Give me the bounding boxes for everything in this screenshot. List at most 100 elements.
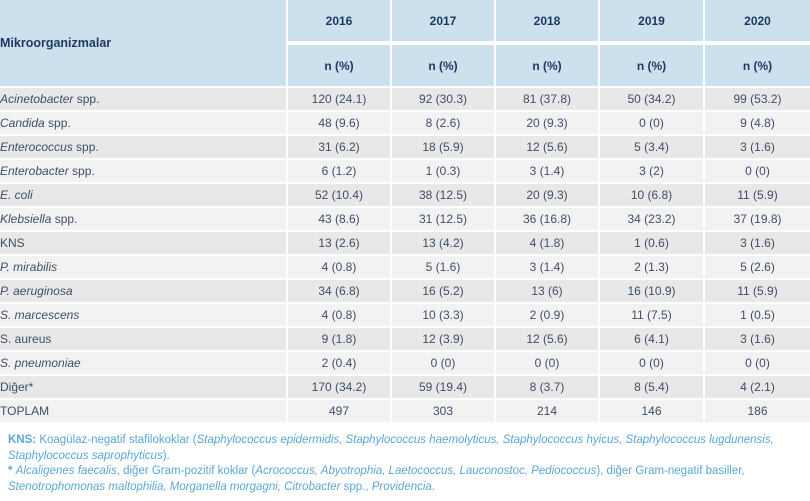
footnote-segment: ).: [162, 449, 170, 462]
cell-value: 12 (3.9): [392, 328, 496, 352]
cell-value: 8 (2.6): [392, 112, 496, 136]
table-row: S. aureus 9 (1.8) 12 (3.9) 12 (5.6) 6 (4.1) 3…: [0, 328, 810, 352]
cell-value: 0 (0): [705, 352, 810, 376]
row-label-italic-segment: S. pneumoniae: [0, 356, 81, 370]
subheader-n-pct-2020: n (%): [705, 43, 810, 88]
footnote-segment: , diğer Gram-pozitif koklar (: [116, 465, 256, 477]
table-row: TOPLAM 497 303 214 146 186: [0, 400, 810, 424]
cell-value: 9 (1.8): [288, 328, 392, 352]
row-label-italic-segment: P. aeruginosa: [0, 284, 73, 298]
cell-value: 0 (0): [496, 352, 600, 376]
table-row: Candida spp. 48 (9.6) 8 (2.6) 20 (9.3) 0 (0)…: [0, 112, 810, 136]
microorganisms-table: Mikroorganizmalar 2016 2017 2018 2019 20…: [0, 0, 810, 424]
cell-value: 34 (23.2): [600, 208, 705, 232]
cell-value: 13 (4.2): [392, 232, 496, 256]
cell-value: 50 (34.2): [600, 88, 705, 112]
cell-value: 4 (1.8): [496, 232, 600, 256]
cell-value: 34 (6.8): [288, 280, 392, 304]
cell-value: 186: [705, 400, 810, 424]
table-body: Acinetobacter spp. 120 (24.1) 92 (30.3) 81 …: [0, 88, 810, 424]
table-row: Enterobacter spp. 6 (1.2) 1 (0.3) 3 (1.4) 3 …: [0, 160, 810, 184]
cell-value: 43 (8.6): [288, 208, 392, 232]
subheader-n-pct-2018: n (%): [496, 43, 600, 88]
row-label: KNS: [0, 232, 288, 256]
row-label: Enterococcus spp.: [0, 136, 288, 160]
footnote-italic-segment: Providencia: [371, 480, 432, 493]
row-label-segment: spp.: [72, 140, 99, 154]
table-row: Klebsiella spp. 43 (8.6) 31 (12.5) 36 (16.8…: [0, 208, 810, 232]
table-row: KNS 13 (2.6) 13 (4.2) 4 (1.8) 1 (0.6) 3 (1.6): [0, 232, 810, 256]
cell-value: 11 (7.5): [600, 304, 705, 328]
header-subrow: n (%) n (%) n (%) n (%) n (%): [0, 43, 810, 88]
row-label-italic-segment: S. marcescens: [0, 308, 80, 322]
row-label-italic-segment: P. mirabilis: [0, 260, 58, 274]
cell-value: 1 (0.5): [705, 304, 810, 328]
subheader-n-pct-2017: n (%): [392, 43, 496, 88]
cell-value: 120 (24.1): [288, 88, 392, 112]
cell-value: 497: [288, 400, 392, 424]
row-label: Acinetobacter spp.: [0, 88, 288, 112]
row-label: Klebsiella spp.: [0, 208, 288, 232]
header-years-row: Mikroorganizmalar 2016 2017 2018 2019 20…: [0, 0, 810, 88]
row-label: Candida spp.: [0, 112, 288, 136]
cell-value: 0 (0): [392, 352, 496, 376]
subheader-n-pct-2016: n (%): [288, 43, 392, 88]
footnote-italic-segment: Staphylococcus epidermidis, Staphylococc…: [8, 434, 774, 462]
row-label-italic-segment: Enterobacter: [0, 164, 69, 178]
cell-value: 13 (6): [496, 280, 600, 304]
cell-value: 0 (0): [600, 112, 705, 136]
cell-value: 12 (5.6): [496, 136, 600, 160]
cell-value: 48 (9.6): [288, 112, 392, 136]
cell-value: 0 (0): [600, 352, 705, 376]
cell-value: 37 (19.8): [705, 208, 810, 232]
cell-value: 81 (37.8): [496, 88, 600, 112]
footnote-segment: ), diğer Gram-negatif basiller,: [596, 465, 745, 477]
cell-value: 92 (30.3): [392, 88, 496, 112]
column-header-2017: 2017: [392, 0, 496, 43]
cell-value: 6 (1.2): [288, 160, 392, 184]
cell-value: 5 (1.6): [392, 256, 496, 280]
footnote-bold-segment: KNS:: [8, 434, 37, 446]
footnote-line: KNS: Koagülaz-negatif stafilokoklar (Sta…: [8, 433, 798, 464]
row-label-segment: KNS: [0, 236, 25, 250]
row-label-segment: spp.: [68, 164, 95, 178]
cell-value: 99 (53.2): [705, 88, 810, 112]
footnote-segment: spp.,: [340, 480, 372, 493]
row-label-italic-segment: Klebsiella: [0, 212, 52, 226]
row-label: P. mirabilis: [0, 256, 288, 280]
column-header-2018: 2018: [496, 0, 600, 43]
column-header-2020: 2020: [705, 0, 810, 43]
cell-value: 4 (2.1): [705, 376, 810, 400]
cell-value: 9 (4.8): [705, 112, 810, 136]
footnote-bold-segment: *: [8, 465, 13, 477]
cell-value: 3 (1.4): [496, 160, 600, 184]
cell-value: 214: [496, 400, 600, 424]
row-label: P. aeruginosa: [0, 280, 288, 304]
cell-value: 59 (19.4): [392, 376, 496, 400]
row-label: TOPLAM: [0, 400, 288, 424]
row-label: S. aureus: [0, 328, 288, 352]
cell-value: 2 (0.4): [288, 352, 392, 376]
cell-value: 10 (3.3): [392, 304, 496, 328]
row-label: E. coli: [0, 184, 288, 208]
row-label-italic-segment: E. coli: [0, 188, 33, 202]
cell-value: 146: [600, 400, 705, 424]
cell-value: 2 (1.3): [600, 256, 705, 280]
row-label-segment: spp.: [51, 212, 78, 226]
cell-value: 4 (0.8): [288, 304, 392, 328]
subheader-n-pct-2019: n (%): [600, 43, 705, 88]
cell-value: 20 (9.3): [496, 184, 600, 208]
table-row: Diğer* 170 (34.2) 59 (19.4) 8 (3.7) 8 (5.4) 4…: [0, 376, 810, 400]
cell-value: 18 (5.9): [392, 136, 496, 160]
cell-value: 31 (6.2): [288, 136, 392, 160]
cell-value: 36 (16.8): [496, 208, 600, 232]
footnotes: KNS: Koagülaz-negatif stafilokoklar (Sta…: [0, 424, 810, 495]
row-label: Diğer*: [0, 376, 288, 400]
column-header-2016: 2016: [288, 0, 392, 43]
table-row: S. marcescens 4 (0.8) 10 (3.3) 2 (0.9) 11 (7…: [0, 304, 810, 328]
cell-value: 5 (3.4): [600, 136, 705, 160]
row-label-segment: spp.: [44, 116, 71, 130]
cell-value: 3 (2): [600, 160, 705, 184]
cell-value: 11 (5.9): [705, 280, 810, 304]
